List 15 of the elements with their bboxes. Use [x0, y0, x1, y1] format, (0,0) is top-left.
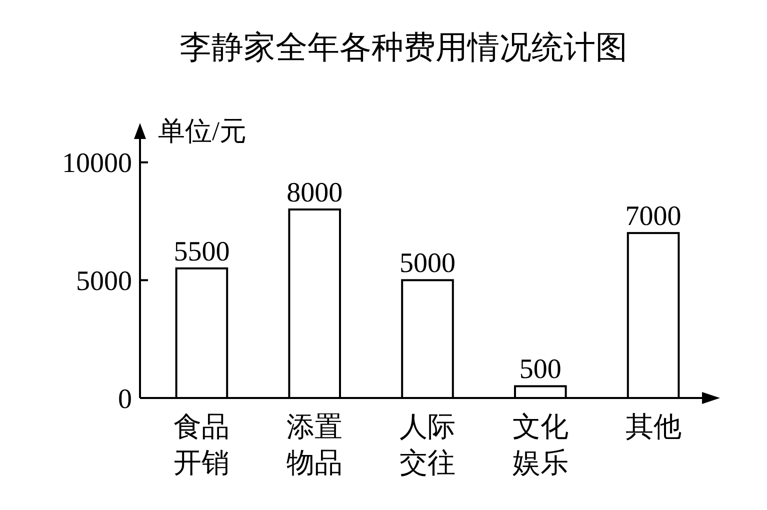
data-label: 5500	[174, 236, 230, 268]
x-tick-label: 其他	[625, 412, 682, 443]
x-tick-label: 人际交往	[400, 412, 456, 479]
chart-title: 李静家全年各种费用情况统计图	[180, 29, 628, 65]
y-axis-title: 单位/元	[158, 116, 247, 146]
x-tick-label: 文化娱乐	[512, 412, 568, 479]
data-label: 5000	[400, 248, 456, 280]
y-tick-label: 5000	[76, 266, 132, 297]
y-tick-label: 0	[118, 384, 132, 415]
x-tick-label: 添置物品	[286, 412, 343, 479]
data-label: 500	[519, 354, 562, 386]
x-tick-label: 食品开销	[174, 412, 230, 479]
data-label: 7000	[625, 201, 682, 232]
data-label: 8000	[286, 177, 343, 208]
y-tick-label: 10000	[62, 148, 132, 180]
